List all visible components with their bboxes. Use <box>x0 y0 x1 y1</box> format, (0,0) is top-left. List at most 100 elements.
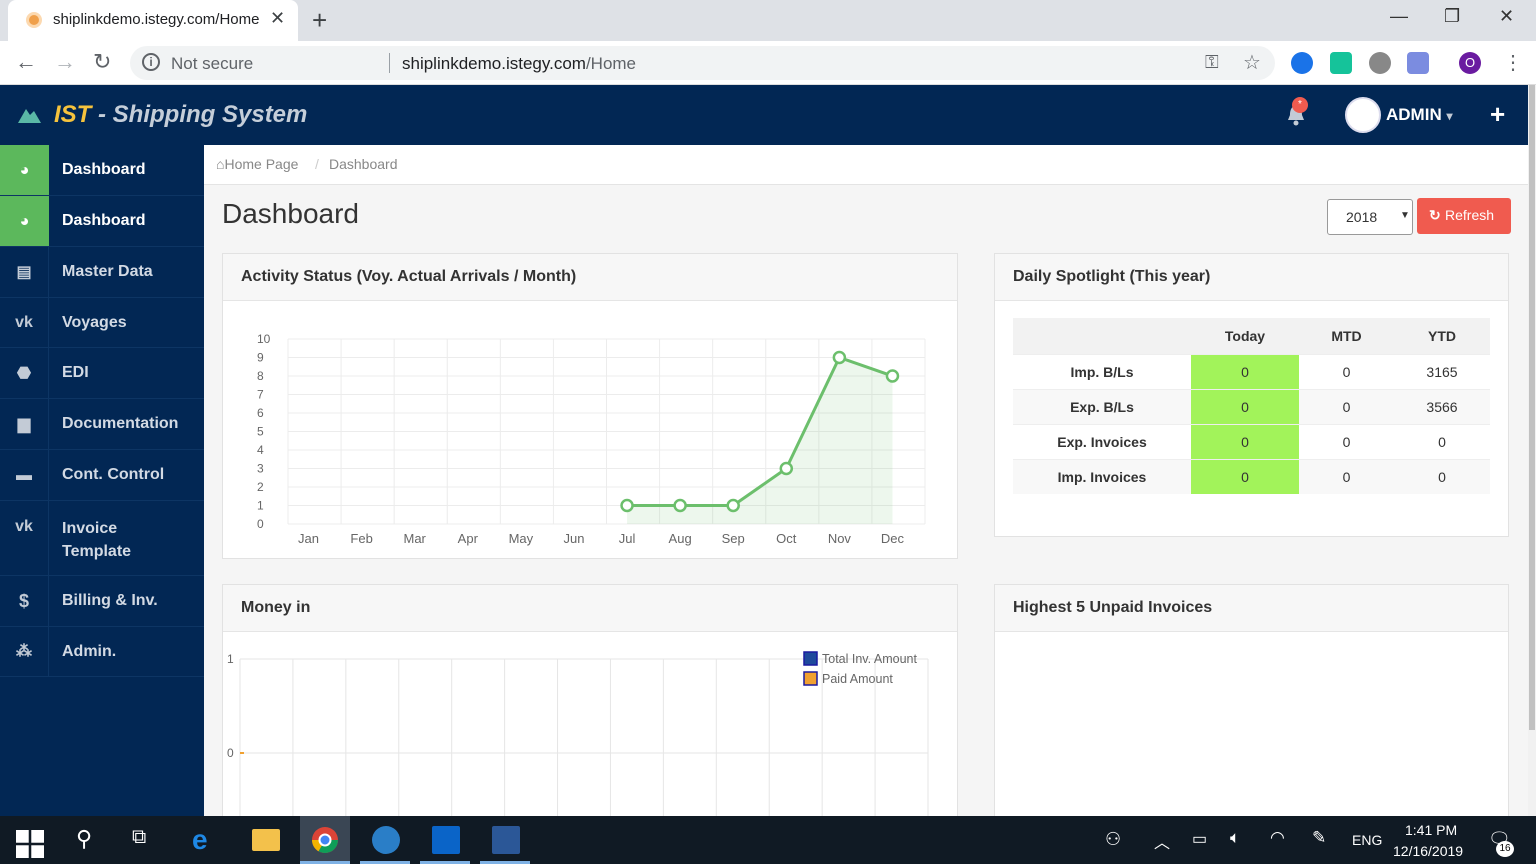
y-tick-label: 1 <box>257 499 264 513</box>
breadcrumb-home-link[interactable]: ⌂Home Page <box>216 156 298 172</box>
data-point <box>885 369 900 383</box>
android-icon: ⬣ <box>0 348 49 398</box>
y-tick-label: 1 <box>227 652 234 666</box>
taskbar-running-indicator <box>420 861 470 864</box>
y-tick-label: 9 <box>257 351 264 365</box>
wifi-icon[interactable]: ◠ <box>1270 828 1285 847</box>
panel-title: Highest 5 Unpaid Invoices <box>1013 599 1213 616</box>
close-tab-icon[interactable]: ✕ <box>270 8 286 28</box>
breadcrumb-separator: / <box>315 156 319 172</box>
vk-icon: vk <box>0 501 49 575</box>
ytd-cell: 3566 <box>1394 388 1490 424</box>
sidebar-item-cont-control[interactable]: ▬ Cont. Control <box>0 450 204 501</box>
user-menu[interactable]: ADMIN ▾ <box>1386 105 1452 125</box>
x-tick-label: Aug <box>669 531 692 546</box>
sidebar-item-invoice-template[interactable]: vk Invoice Template <box>0 501 204 576</box>
windows-start-icon[interactable] <box>16 830 44 858</box>
breadcrumb-home-label: Home Page <box>224 156 299 172</box>
grammarly-extension-icon[interactable] <box>1330 52 1352 74</box>
sidebar-item-billing[interactable]: $ Billing & Inv. <box>0 576 204 627</box>
info-icon[interactable]: i <box>142 53 160 71</box>
sidebar-item-master-data[interactable]: ▤ Master Data <box>0 247 204 298</box>
clock-date[interactable]: 12/16/2019 <box>1393 843 1464 859</box>
battery-icon[interactable]: ▭ <box>1192 831 1208 848</box>
forward-arrow-icon[interactable]: → <box>54 49 76 74</box>
sidebar-item-documentation[interactable]: ▆ Documentation <box>0 399 204 450</box>
sidebar-item-dashboard[interactable]: ◕ Dashboard <box>0 196 204 247</box>
sidebar-item-label: Voyages <box>62 314 127 331</box>
browser-menu-icon[interactable]: ⋮ <box>1503 52 1523 74</box>
page-title: Dashboard <box>222 198 359 229</box>
restore-icon[interactable]: ❐ <box>1444 6 1461 26</box>
page-scrollbar[interactable] <box>1528 85 1536 816</box>
minimize-icon[interactable]: — <box>1390 6 1408 26</box>
spotlight-table: Today MTD YTD Imp. B/Ls 0 0 3165 Exp. B/… <box>1013 318 1490 494</box>
caret-down-icon: ▼ <box>1400 210 1410 221</box>
today-cell: 0 <box>1191 458 1299 494</box>
key-icon[interactable]: ⚿ <box>1205 52 1219 72</box>
reload-icon[interactable]: ↻ <box>93 49 112 74</box>
word-icon[interactable] <box>492 826 520 854</box>
windows-taskbar: ⚲ ⧉ e ⚇ ︿ ▭ 🔈︎ ◠ ✎ ENG 1:41 PM 12/16/201… <box>0 816 1536 864</box>
address-bar[interactable]: i Not secure shiplinkdemo.istegy.com/Hom… <box>130 46 1275 80</box>
people-icon[interactable]: ⚇ <box>1105 829 1122 849</box>
extension-infinity-icon[interactable] <box>1407 52 1429 74</box>
profile-avatar[interactable]: O <box>1459 52 1481 74</box>
new-tab-icon[interactable]: + <box>312 5 328 35</box>
add-icon[interactable]: + <box>1490 99 1506 129</box>
ytd-cell: 0 <box>1394 423 1490 459</box>
app-title[interactable]: IST - Shipping System <box>54 101 307 129</box>
sidebar-item-dashboard-header[interactable]: ◕ Dashboard <box>0 145 204 196</box>
sidebar-item-voyages[interactable]: vk Voyages <box>0 298 204 348</box>
window-close-icon[interactable]: ✕ <box>1499 6 1515 26</box>
x-tick-label: Jun <box>563 531 584 546</box>
home-icon: ⌂ <box>216 156 225 172</box>
tab-title: shiplinkdemo.istegy.com/Home <box>53 11 260 28</box>
x-tick-label: Mar <box>404 531 427 546</box>
volume-icon[interactable]: 🔈︎ <box>1230 828 1241 847</box>
search-icon[interactable]: ⚲ <box>76 826 93 851</box>
clock-time[interactable]: 1:41 PM <box>1405 822 1458 838</box>
language-indicator[interactable]: ENG <box>1352 832 1383 848</box>
mtd-cell: 0 <box>1299 353 1394 389</box>
pen-icon[interactable]: ✎ <box>1312 828 1327 847</box>
task-view-icon[interactable]: ⧉ <box>132 826 147 848</box>
outlook-icon[interactable] <box>432 826 460 854</box>
back-arrow-icon[interactable]: ← <box>15 49 37 74</box>
row-header: Exp. B/Ls <box>1013 388 1191 424</box>
sidebar-item-label: Cont. Control <box>62 466 165 483</box>
taskbar-running-indicator <box>480 861 530 864</box>
year-select[interactable]: 2018 ▼ <box>1327 199 1413 235</box>
today-cell: 0 <box>1191 388 1299 424</box>
bookmark-star-icon[interactable]: ☆ <box>1243 52 1261 74</box>
refresh-button[interactable]: ↻ Refresh <box>1417 198 1511 234</box>
sidebar-item-admin[interactable]: ⁂ Admin. <box>0 627 204 677</box>
data-point <box>779 461 794 476</box>
x-tick-label: Sep <box>722 531 745 546</box>
y-tick-label: 7 <box>257 388 264 402</box>
chevron-up-icon[interactable]: ︿ <box>1154 835 1171 852</box>
extension-a-icon[interactable] <box>1291 52 1313 74</box>
dashboard-icon: ◕ <box>0 196 49 246</box>
table-header-row: Today MTD YTD <box>1013 318 1490 354</box>
app-circle-icon[interactable] <box>372 826 400 854</box>
y-tick-label: 10 <box>257 332 271 346</box>
x-tick-label: Oct <box>776 531 797 546</box>
file-explorer-icon[interactable] <box>252 829 280 851</box>
y-tick-label: 2 <box>257 480 264 494</box>
y-tick-label: 4 <box>257 443 264 457</box>
user-avatar[interactable] <box>1345 97 1381 133</box>
panel-header: Money in <box>223 585 957 632</box>
sidebar: ◕ Dashboard ◕ Dashboard ▤ Master Data vk… <box>0 145 204 816</box>
column-header <box>1013 318 1191 354</box>
scrollbar-thumb[interactable] <box>1529 85 1535 730</box>
sidebar-item-edi[interactable]: ⬣ EDI <box>0 348 204 399</box>
panel-title: Daily Spotlight (This year) <box>1013 268 1211 285</box>
money-in-bar-chart: 1 0 Total Inv. Amount Paid Amount <box>227 651 929 822</box>
browser-tab[interactable]: shiplinkdemo.istegy.com/Home ✕ <box>8 0 298 41</box>
ytd-cell: 3165 <box>1394 353 1490 389</box>
url-path: /Home <box>585 54 637 73</box>
extension-circle-icon[interactable] <box>1369 52 1391 74</box>
edge-browser-icon[interactable]: e <box>192 824 208 855</box>
chrome-browser-icon[interactable] <box>311 826 339 854</box>
